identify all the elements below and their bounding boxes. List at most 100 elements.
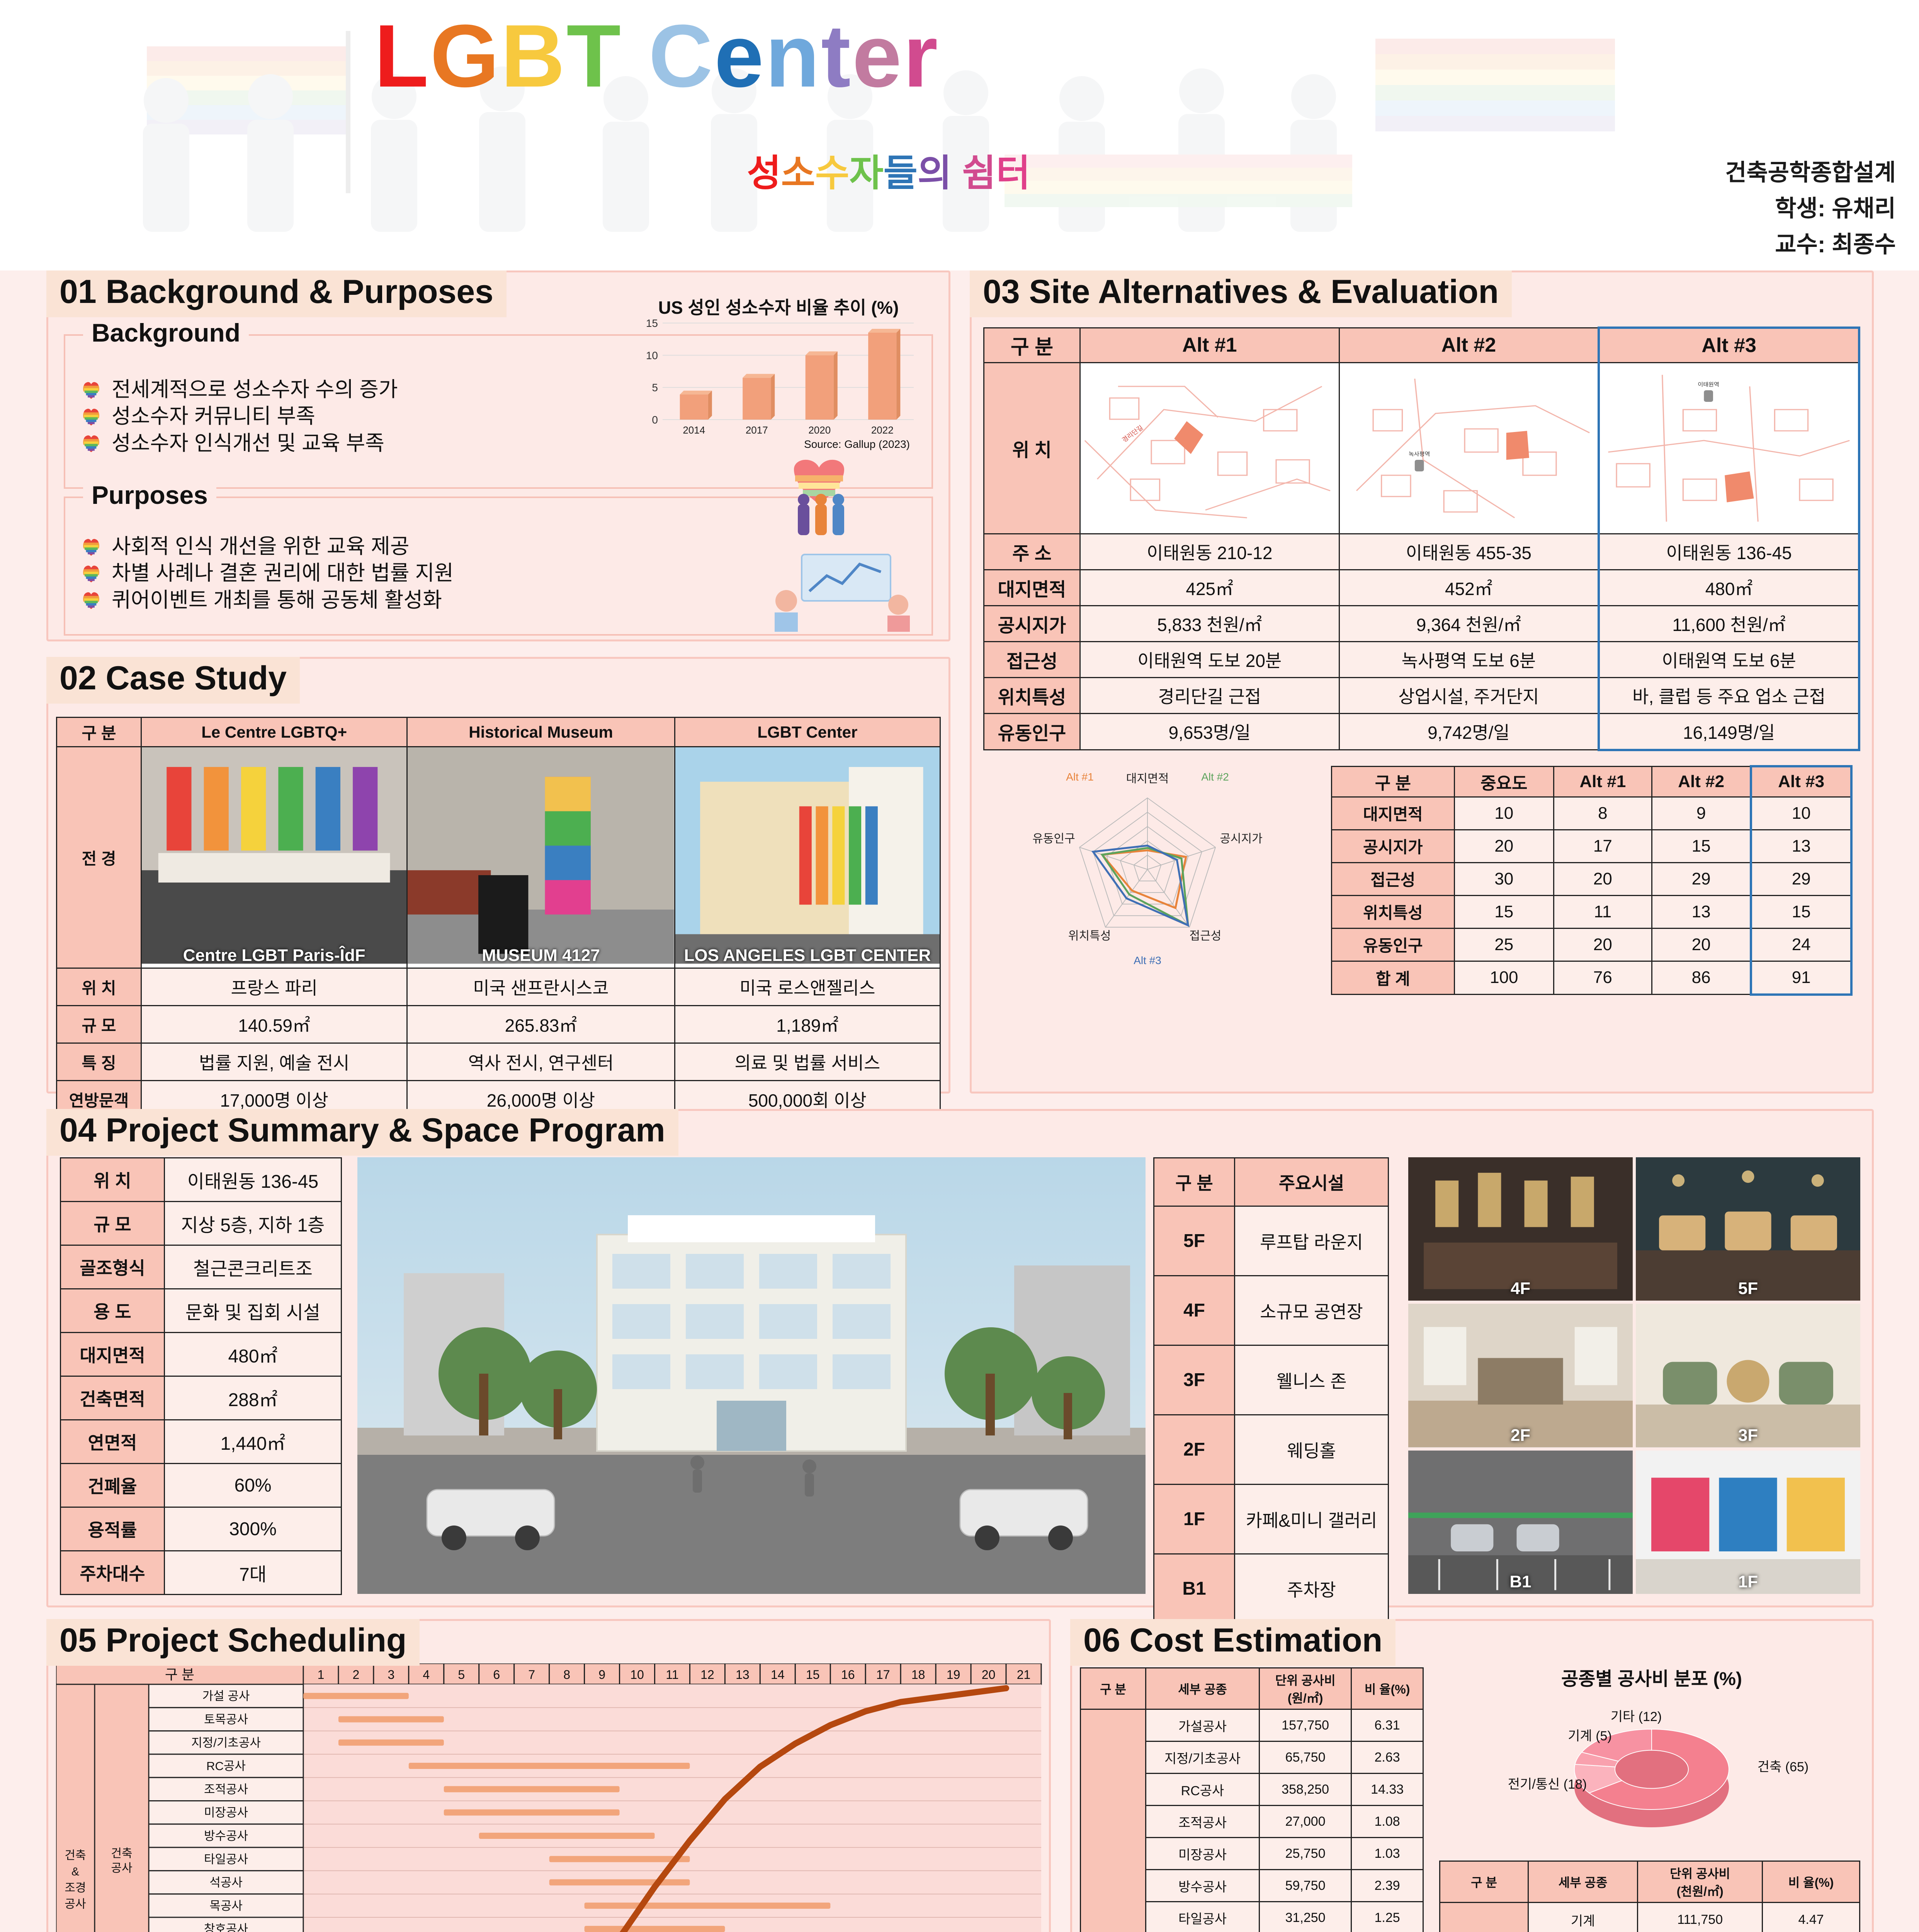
case-study-table-wrap: 구 분 Le Centre LGBTQ+ Historical Museum LGBT…	[56, 717, 945, 1119]
cost-item-name: 미장공사	[1145, 1837, 1260, 1870]
interior-photo-5f: 5F	[1636, 1157, 1860, 1301]
program-use: 소규모 공연장	[1234, 1275, 1389, 1346]
case-row-label: 규 모	[56, 1005, 142, 1044]
table-row: 용적률 300%	[60, 1507, 342, 1551]
gantt-group-label: 조경	[65, 1882, 86, 1895]
cost-item-unit: 358,250	[1259, 1773, 1352, 1806]
chart-source: Source: Gallup (2023)	[804, 438, 910, 450]
eval-cell: 29	[1651, 862, 1752, 896]
mep-header: 세부 공종	[1527, 1861, 1639, 1903]
summary-value: 7대	[164, 1550, 342, 1595]
radar-axis-label: 대지면적	[1126, 772, 1169, 785]
program-floor: 5F	[1153, 1206, 1235, 1276]
rainbow-heart-icon	[83, 382, 99, 399]
case-study-table: 구 분 Le Centre LGBTQ+ Historical Museum LGBT…	[56, 717, 941, 1119]
case-photo-caption: MUSEUM 4127	[482, 946, 600, 965]
cost-item-name: 조적공사	[1145, 1805, 1260, 1838]
svg-text:10: 10	[646, 349, 658, 361]
s-curve-line	[620, 1685, 1010, 1932]
gantt-group-label: &	[71, 1866, 79, 1878]
course-name: 건축공학종합설계	[1725, 160, 1896, 185]
eval-cell: 13	[1651, 895, 1752, 929]
subtitle-letter: 소	[781, 153, 815, 194]
table-row: 공시지가 20 17 15 13	[1331, 829, 1853, 863]
bar	[868, 333, 897, 420]
gantt-wrap: 구 분 1 2 3 4 5 6 7 8 9 10 11 12 13 14 15 16 17 18 19 20 21 건축 & 조…	[55, 1663, 1045, 1932]
eval-cell: 10	[1750, 796, 1853, 830]
professor-name: 교수: 최종수	[1775, 231, 1896, 257]
table-row: 공시지가 5,833 천원/㎡ 9,364 천원/㎡ 11,600 천원/㎡	[983, 605, 1860, 642]
table-row: 합 계 100 76 86 91	[1331, 960, 1853, 996]
site-cell: 9,364 천원/㎡	[1338, 605, 1599, 642]
gantt-month-label: 2	[353, 1668, 360, 1682]
table-row: 주차대수 7대	[60, 1550, 342, 1595]
gantt-task-label: 목공사	[209, 1899, 243, 1913]
site-map: 녹사평역	[1338, 362, 1599, 534]
table-row: 4F 소규모 공연장	[1153, 1275, 1389, 1346]
summary-label: 위 치	[60, 1157, 165, 1202]
mep-item-name: 기계	[1527, 1902, 1639, 1932]
table-row: 1F 카페&미니 갤러리	[1153, 1484, 1389, 1554]
gantt-chart-svg: 구 분 1 2 3 4 5 6 7 8 9 10 11 12 13 14 15 16 17 18 19 20 21건축&조…	[55, 1663, 1042, 1932]
eval-cell: 30	[1453, 862, 1554, 896]
site-row-label: 위 치	[983, 362, 1081, 534]
site-row-label: 접근성	[983, 641, 1081, 678]
purposes-item: 차별 사례나 결혼 권리에 대한 법률 지원	[81, 561, 931, 585]
background-text: 성소수자 커뮤니티 부족	[112, 405, 315, 428]
table-row: 위 치 이태원동 136-45	[60, 1157, 342, 1202]
gantt-month-label: 12	[700, 1668, 714, 1682]
eval-cell: 20	[1651, 927, 1752, 962]
cost-item-unit: 65,750	[1259, 1741, 1352, 1774]
eval-cell: 11	[1553, 895, 1652, 929]
table-row: 대지면적 425㎡ 452㎡ 480㎡	[983, 569, 1860, 606]
eval-row-label: 공시지가	[1331, 829, 1455, 863]
section-01-background-purposes: 01 Background & Purposes Background 전세계적…	[46, 270, 950, 641]
chart-us-lgbt-share: US 성인 성소수자 비율 추이 (%) 0 5 10 15 2014 2017 2020 2…	[624, 294, 933, 450]
svg-text:2017: 2017	[746, 424, 768, 436]
purposes-fieldset: Purposes 사회적 인식 개선을 위한 교육 제공 차별 사례나 결혼 권리…	[64, 480, 933, 636]
photo-caption: B1	[1509, 1572, 1531, 1591]
site-cell: 16,149명/일	[1598, 713, 1860, 751]
mep-header: 단위 공사비 (천원/㎡)	[1637, 1861, 1763, 1903]
radar-axis-label: 접근성	[1189, 930, 1221, 942]
summary-value: 480㎡	[164, 1332, 342, 1377]
case-cell: 1,189㎡	[674, 1005, 941, 1044]
case-cell: 미국 샌프란시스코	[406, 968, 675, 1006]
case-row-label: 전 경	[56, 746, 142, 969]
section-01-title: 01 Background & Purposes	[46, 270, 507, 317]
building-render-image	[357, 1157, 1146, 1594]
radar-legend: Alt #3	[1134, 954, 1161, 966]
site-row-label: 대지면적	[983, 569, 1081, 606]
gantt-month-label: 18	[911, 1668, 925, 1682]
program-floor: B1	[1153, 1553, 1235, 1624]
summary-value: 288㎡	[164, 1376, 342, 1420]
eval-cell: 91	[1750, 960, 1853, 996]
title-letter: t	[821, 6, 852, 105]
eval-cell: 9	[1651, 796, 1752, 830]
donut-label: 기타 (12)	[1611, 1709, 1662, 1724]
program-header: 주요시설	[1234, 1157, 1389, 1207]
gantt-month-label: 5	[458, 1668, 465, 1682]
bar	[805, 355, 834, 420]
summary-label: 건축면적	[60, 1376, 165, 1420]
table-row: 구 분 Alt #1 Alt #2 Alt #3	[983, 327, 1860, 363]
table-row: 3F 웰니스 존	[1153, 1345, 1389, 1415]
table-row: 연면적 1,440㎡	[60, 1419, 342, 1464]
case-cell: 140.59㎡	[140, 1005, 408, 1044]
summary-value: 철근콘크리트조	[164, 1245, 342, 1289]
credits-block: 건축공학종합설계 학생: 유채리 교수: 최종수	[1725, 155, 1896, 262]
program-header: 구 분	[1153, 1157, 1235, 1207]
cost-header: 세부 공종	[1145, 1667, 1260, 1710]
gantt-month-label: 13	[736, 1668, 750, 1682]
case-photo: LOS ANGELES LGBT CENTER	[674, 746, 941, 969]
site-row-label: 주 소	[983, 533, 1081, 570]
space-program-table-wrap: 구 분 주요시설 5F 루프탑 라운지 4F 소규모 공연장 3F 웰니스 존 2F 웨딩홀 1F 카…	[1153, 1157, 1393, 1624]
rainbow-heart-icon	[83, 592, 99, 609]
title-letter: e	[852, 6, 903, 105]
gantt-month-label: 4	[423, 1668, 430, 1682]
rainbow-heart-icon	[83, 539, 99, 556]
table-row: 위치특성 경리단길 근접 상업시설, 주거단지 바, 클럽 등 주요 업소 근접	[983, 677, 1860, 714]
